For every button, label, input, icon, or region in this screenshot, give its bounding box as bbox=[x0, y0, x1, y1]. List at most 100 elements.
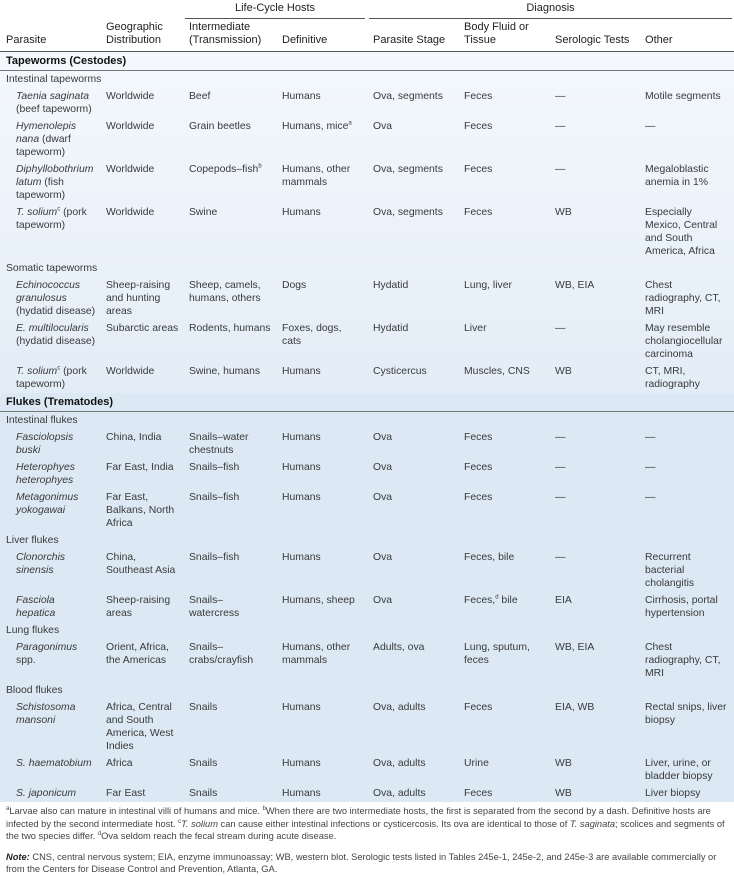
intermediate-host: Grain beetles bbox=[189, 121, 251, 132]
serologic-tests: — bbox=[555, 164, 566, 175]
other: Especially Mexico, Central and South Ame… bbox=[645, 207, 718, 257]
other: CT, MRI, radiography bbox=[645, 366, 700, 390]
intermediate-host: Snails–fish bbox=[189, 462, 240, 473]
col-intermediate: Intermediate (Transmission) bbox=[183, 21, 276, 52]
body-fluid: Feces bbox=[464, 432, 493, 443]
body-fluid: Feces,d bile bbox=[464, 594, 518, 606]
parasite-stage: Ova, segments bbox=[373, 207, 443, 218]
group-title: Somatic tapeworms bbox=[6, 263, 98, 274]
geographic-distribution: Orient, Africa, the Americas bbox=[106, 642, 169, 666]
other: Liver, urine, or bladder biopsy bbox=[645, 758, 713, 782]
definitive-host: Humans bbox=[282, 432, 321, 443]
other: — bbox=[645, 432, 656, 443]
table-row: T. soliumc (pork tapeworm) Worldwide Swine… bbox=[0, 363, 734, 393]
other: — bbox=[645, 462, 656, 473]
parasite-name: Schistosoma mansoni bbox=[0, 699, 100, 755]
serologic-tests: WB bbox=[555, 366, 572, 377]
group-header-row: Liver flukes bbox=[0, 532, 734, 549]
other: Recurrent bacterial cholangitis bbox=[645, 552, 695, 589]
definitive-host: Humans, sheep bbox=[282, 595, 355, 606]
intermediate-host: Copepods–fishb bbox=[189, 163, 262, 175]
body-fluid: Feces bbox=[464, 91, 493, 102]
parasite-scientific-name: T. solium bbox=[16, 366, 58, 377]
parasite-name: Hymenolepis nana (dwarf tapeworm) bbox=[16, 121, 77, 158]
col-body-fluid: Body Fluid or Tissue bbox=[458, 21, 550, 52]
body-fluid: Feces bbox=[464, 788, 493, 799]
parasite-stage: Ova bbox=[373, 432, 393, 443]
intermediate-host: Snails bbox=[189, 758, 218, 769]
parasite-stage: Ova, adults bbox=[373, 758, 426, 769]
parasite-scientific-name: Fasciola hepatica bbox=[16, 595, 56, 619]
intermediate-host: Swine, humans bbox=[189, 366, 261, 377]
geographic-distribution: Worldwide bbox=[106, 366, 155, 377]
geographic-distribution: Worldwide bbox=[106, 207, 155, 218]
body-fluid: Lung, liver bbox=[464, 280, 512, 291]
parasite-name: S. japonicum bbox=[0, 785, 100, 802]
geographic-distribution: China, Southeast Asia bbox=[106, 552, 176, 576]
body-fluid: Lung, sputum, feces bbox=[464, 642, 530, 666]
group-title: Intestinal tapeworms bbox=[6, 74, 102, 85]
intermediate-host: Sheep, camels, humans, others bbox=[189, 280, 261, 304]
other: — bbox=[645, 492, 656, 503]
geographic-distribution: China, India bbox=[106, 432, 162, 443]
geographic-distribution: Sheep-raising and hunting areas bbox=[106, 280, 171, 317]
definitive-host: Humans bbox=[282, 91, 321, 102]
body-fluid: Urine bbox=[464, 758, 489, 769]
serologic-tests: WB, EIA bbox=[555, 280, 595, 291]
section-header-row: Flukes (Trematodes) bbox=[0, 393, 734, 412]
section-tape: Tapeworms (Cestodes) Intestinal tapeworms… bbox=[0, 51, 734, 393]
intermediate-host: Snails bbox=[189, 788, 218, 799]
parasite-stage: Ova bbox=[373, 462, 393, 473]
footnote-marker: a bbox=[6, 805, 10, 812]
group-title: Liver flukes bbox=[6, 535, 59, 546]
group-title: Lung flukes bbox=[6, 625, 60, 636]
definitive-host: Humans, micea bbox=[282, 120, 352, 132]
parasite-name: Clonorchis sinensis bbox=[0, 549, 100, 592]
section-title: Tapeworms (Cestodes) bbox=[0, 51, 734, 71]
parasite-scientific-name: Heterophyes heterophyes bbox=[16, 462, 75, 486]
parasite-name: E. multilocularis (hydatid disease) bbox=[16, 323, 96, 347]
geographic-distribution: Far East, Balkans, North Africa bbox=[106, 492, 175, 529]
body-fluid: Feces, bile bbox=[464, 552, 515, 563]
note-text: CNS, central nervous system; EIA, enzyme… bbox=[6, 851, 717, 875]
table-row: Metagonimus yokogawai Far East, Balkans, … bbox=[0, 489, 734, 532]
definitive-host: Humans, other mammals bbox=[282, 164, 351, 188]
serologic-tests: WB, EIA bbox=[555, 642, 595, 653]
body-fluid: Muscles, CNS bbox=[464, 366, 530, 377]
footnote: aLarvae also can mature in intestinal vi… bbox=[6, 805, 263, 816]
parasite-scientific-name: Echinococcus granulosus bbox=[16, 280, 81, 304]
parasite-name: Metagonimus yokogawai bbox=[0, 489, 100, 532]
parasite-scientific-name: Schistosoma mansoni bbox=[16, 702, 76, 726]
section-fluke: Flukes (Trematodes) Intestinal flukes Fasc… bbox=[0, 393, 734, 802]
table-row: Taenia saginata (beef tapeworm) Worldwide… bbox=[0, 88, 734, 118]
group-title: Intestinal flukes bbox=[6, 415, 78, 426]
parasite-name: Diphyllobothrium latum (fish tapeworm) bbox=[16, 164, 94, 201]
other: Megaloblastic anemia in 1% bbox=[645, 164, 709, 188]
col-parasite: Parasite bbox=[0, 21, 100, 52]
col-parasite-stage: Parasite Stage bbox=[367, 21, 459, 52]
intermediate-host: Rodents, humans bbox=[189, 323, 271, 334]
table-note: Note: CNS, central nervous system; EIA, … bbox=[0, 843, 734, 876]
other: Rectal snips, liver biopsy bbox=[645, 702, 727, 726]
group-header-row: Intestinal flukes bbox=[0, 412, 734, 430]
other: Chest radiography, CT, MRI bbox=[645, 642, 721, 679]
parasite-diagnosis-table: Life-Cycle Hosts Diagnosis Parasite Geog… bbox=[0, 0, 734, 802]
geographic-distribution: Worldwide bbox=[106, 121, 155, 132]
table-row: E. multilocularis (hydatid disease) Subar… bbox=[0, 320, 734, 363]
table-row: Hymenolepis nana (dwarf tapeworm) Worldwi… bbox=[0, 118, 734, 161]
body-fluid: Feces bbox=[464, 492, 493, 503]
parasite-name: Fasciola hepatica bbox=[0, 592, 100, 622]
life-cycle-hosts-header: Life-Cycle Hosts bbox=[183, 0, 367, 21]
definitive-host: Humans bbox=[282, 702, 321, 713]
parasite-stage: Cysticercus bbox=[373, 366, 427, 377]
geographic-distribution: Worldwide bbox=[106, 164, 155, 175]
geographic-distribution: Far East, India bbox=[106, 462, 174, 473]
parasite-stage: Ova bbox=[373, 552, 393, 563]
body-fluid: Feces bbox=[464, 702, 493, 713]
parasite-name: S. haematobium bbox=[0, 755, 100, 785]
intermediate-host: Snails–crabs/crayfish bbox=[189, 642, 254, 666]
col-serologic-tests: Serologic Tests bbox=[549, 21, 640, 52]
col-other: Other bbox=[639, 21, 734, 52]
parasite-name: Heterophyes heterophyes bbox=[0, 459, 100, 489]
footnotes: aLarvae also can mature in intestinal vi… bbox=[0, 802, 734, 843]
